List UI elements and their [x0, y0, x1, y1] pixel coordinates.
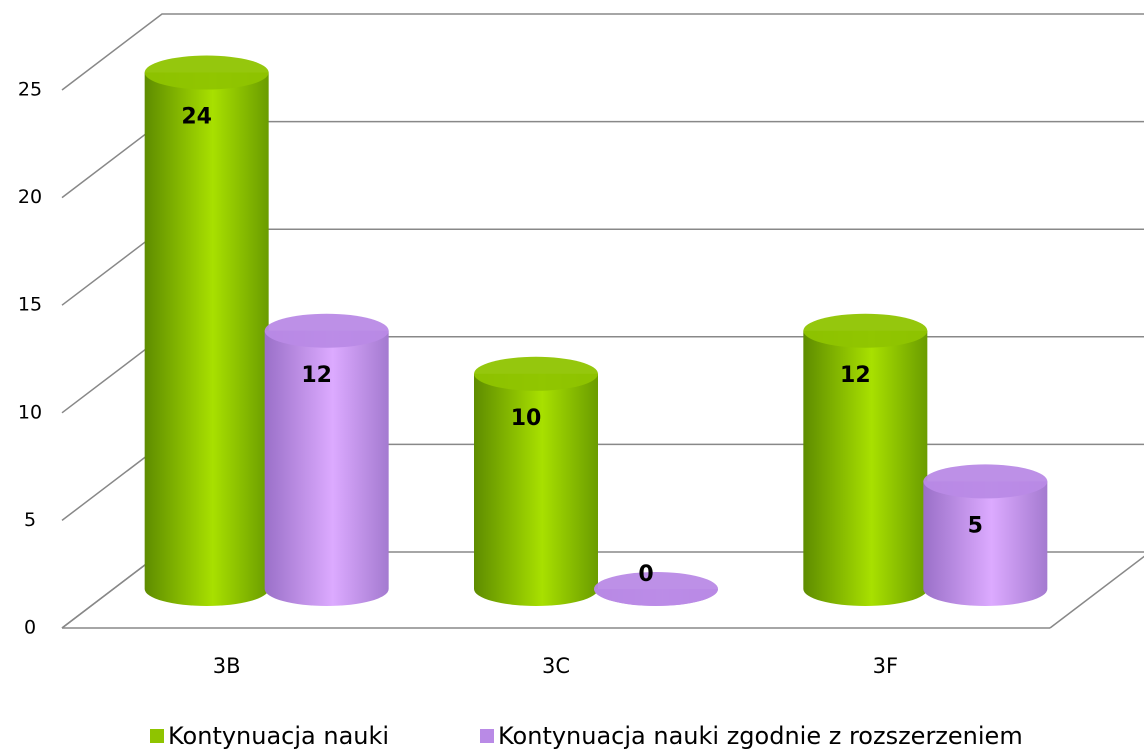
cylinder-top [474, 356, 598, 391]
y-tick-label: 20 [18, 186, 42, 208]
data-label: 12 [301, 363, 332, 388]
data-label: 12 [840, 363, 871, 388]
cylinder-body [264, 330, 389, 606]
legend-label: Kontynuacja nauki [168, 722, 389, 749]
y-tick-label: 25 [18, 79, 42, 101]
cylinder-body [923, 481, 1048, 607]
cylinder-top [923, 464, 1048, 499]
data-label: 10 [511, 406, 542, 431]
cylinder-body [144, 72, 269, 606]
y-tick-label: 5 [24, 509, 36, 531]
data-label: 0 [638, 562, 653, 587]
legend-swatch [480, 729, 494, 743]
y-tick-label: 10 [18, 401, 42, 423]
y-tick-label: 0 [24, 617, 36, 639]
legend-label: Kontynuacja nauki zgodnie z rozszerzenie… [498, 722, 1023, 749]
cylinder-body [803, 330, 928, 606]
y-tick-label: 15 [18, 294, 42, 316]
data-label: 5 [968, 513, 983, 538]
cylinder-body [474, 373, 598, 606]
legend-swatch [150, 729, 164, 743]
data-label: 24 [181, 105, 212, 130]
x-tick-label: 3F [873, 654, 898, 678]
cylinder-top [144, 55, 269, 90]
x-tick-label: 3B [213, 654, 241, 678]
cylinder-top [264, 313, 389, 348]
grid-line [61, 13, 1144, 91]
cylinder-top [594, 572, 718, 606]
cylinder-top [803, 313, 928, 348]
axis-line [1049, 555, 1144, 629]
x-tick-label: 3C [542, 654, 570, 678]
